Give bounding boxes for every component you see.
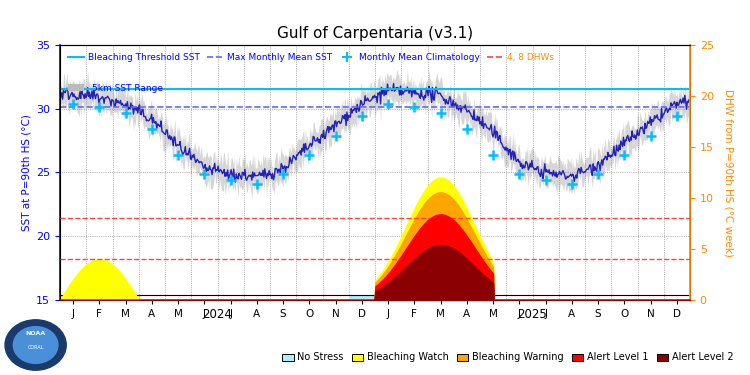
Point xyxy=(670,113,682,119)
Point xyxy=(303,152,315,157)
Point xyxy=(539,177,551,183)
Legend: No Stress, Bleaching Watch, Bleaching Warning, Alert Level 1, Alert Level 2: No Stress, Bleaching Watch, Bleaching Wa… xyxy=(278,349,738,366)
Title: Gulf of Carpentaria (v3.1): Gulf of Carpentaria (v3.1) xyxy=(277,26,473,41)
Point xyxy=(618,152,630,157)
Point xyxy=(356,113,368,119)
Y-axis label: SST at P=90th HS (°C): SST at P=90th HS (°C) xyxy=(22,114,32,231)
Point xyxy=(146,126,158,132)
Point xyxy=(68,100,80,106)
Point xyxy=(382,100,394,106)
Point xyxy=(566,181,578,187)
Y-axis label: DHW from P=90th HS (°C week): DHW from P=90th HS (°C week) xyxy=(723,88,734,256)
Text: CORAL: CORAL xyxy=(28,345,44,350)
Circle shape xyxy=(5,320,66,370)
Point xyxy=(408,105,420,111)
Point xyxy=(488,152,500,157)
Point xyxy=(592,171,604,177)
Point xyxy=(198,171,210,177)
Legend: 5km SST Range: 5km SST Range xyxy=(64,80,166,96)
Point xyxy=(513,171,525,177)
Point xyxy=(278,171,290,177)
Text: 2024: 2024 xyxy=(202,308,232,321)
Point xyxy=(119,110,132,116)
Point xyxy=(251,181,262,187)
Point xyxy=(93,105,105,111)
Point xyxy=(225,177,237,183)
Point xyxy=(435,110,447,116)
Point xyxy=(172,152,184,157)
Point xyxy=(644,132,657,138)
Circle shape xyxy=(13,327,58,363)
Point xyxy=(460,126,472,132)
Point xyxy=(330,132,342,138)
Text: 2025: 2025 xyxy=(518,308,548,321)
Text: NOAA: NOAA xyxy=(26,331,46,336)
